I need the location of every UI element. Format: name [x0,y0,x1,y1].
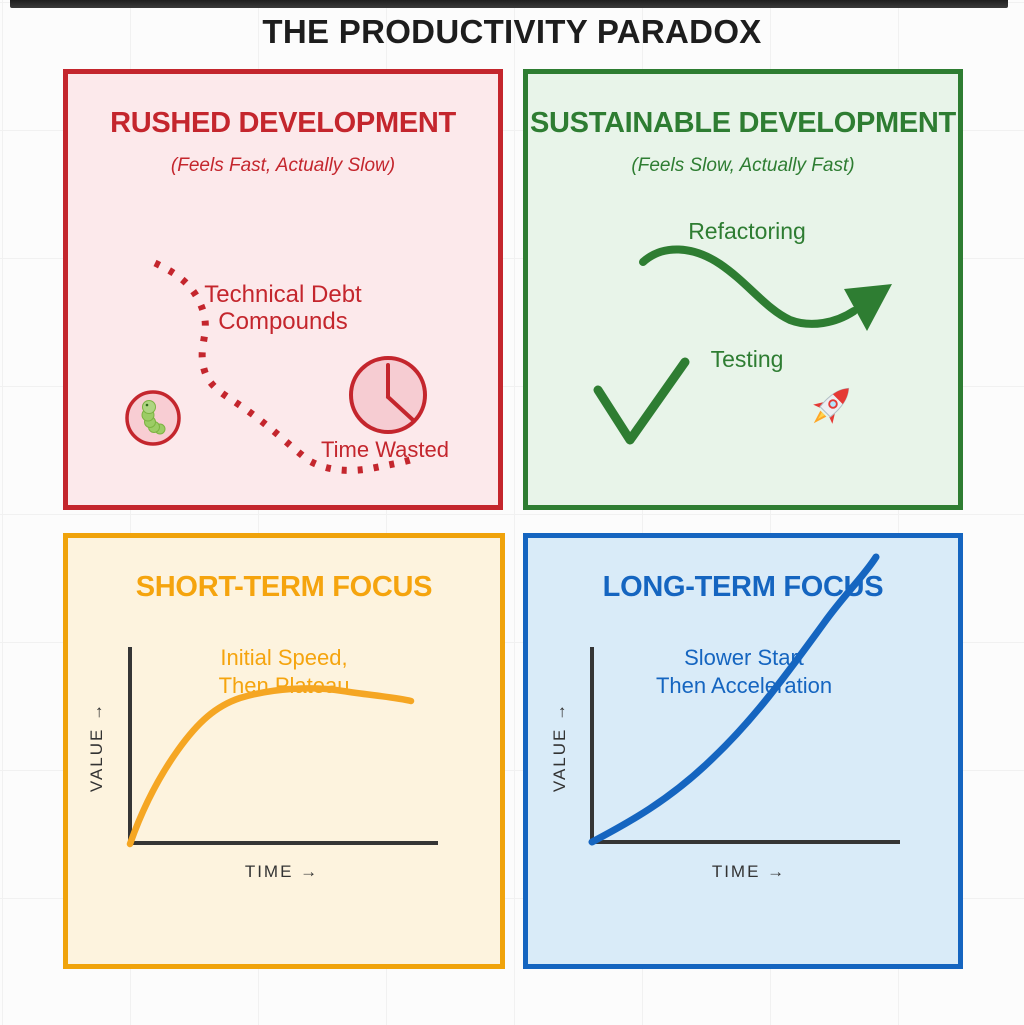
refactoring-label: Refactoring [688,218,806,244]
plateau-curve [126,685,415,848]
sustainable-heading: SUSTAINABLE DEVELOPMENT [530,107,956,139]
wavy-arrow-icon [639,245,892,331]
quadrant-long-term-focus: LONG-TERM FOCUS Slower Start Then Accele… [523,533,963,969]
short-term-annotation: Initial Speed, Then Plateau [218,645,350,698]
short-term-x-axis-label: TIME → [244,862,320,881]
long-term-annotation: Slower Start Then Acceleration [655,645,833,698]
quadrant-rushed-development: RUSHED DEVELOPMENT (Feels Fast, Actually… [63,69,503,510]
long-term-heading: LONG-TERM FOCUS [602,571,884,603]
clock-icon [349,356,427,434]
rushed-heading: RUSHED DEVELOPMENT [110,107,456,139]
short-term-heading: SHORT-TERM FOCUS [135,571,433,603]
technical-debt-label: Technical Debt Compounds [204,281,362,335]
top-window-bar [10,0,1008,8]
long-term-x-axis-label: TIME → [711,862,787,881]
quadrant-short-term-focus: SHORT-TERM FOCUS Initial Speed, Then Pla… [63,533,505,969]
rocket-icon [813,387,850,424]
sustainable-subtitle: (Feels Slow, Actually Fast) [631,155,855,176]
quadrant-sustainable-development: SUSTAINABLE DEVELOPMENT (Feels Slow, Act… [523,69,963,510]
caterpillar-icon [125,390,181,446]
checkmark-icon [593,357,690,445]
rushed-subtitle: (Feels Fast, Actually Slow) [170,155,396,176]
time-wasted-label: Time Wasted [321,437,449,462]
page-title: THE PRODUCTIVITY PARADOX [262,13,762,50]
testing-label: Testing [710,346,784,372]
